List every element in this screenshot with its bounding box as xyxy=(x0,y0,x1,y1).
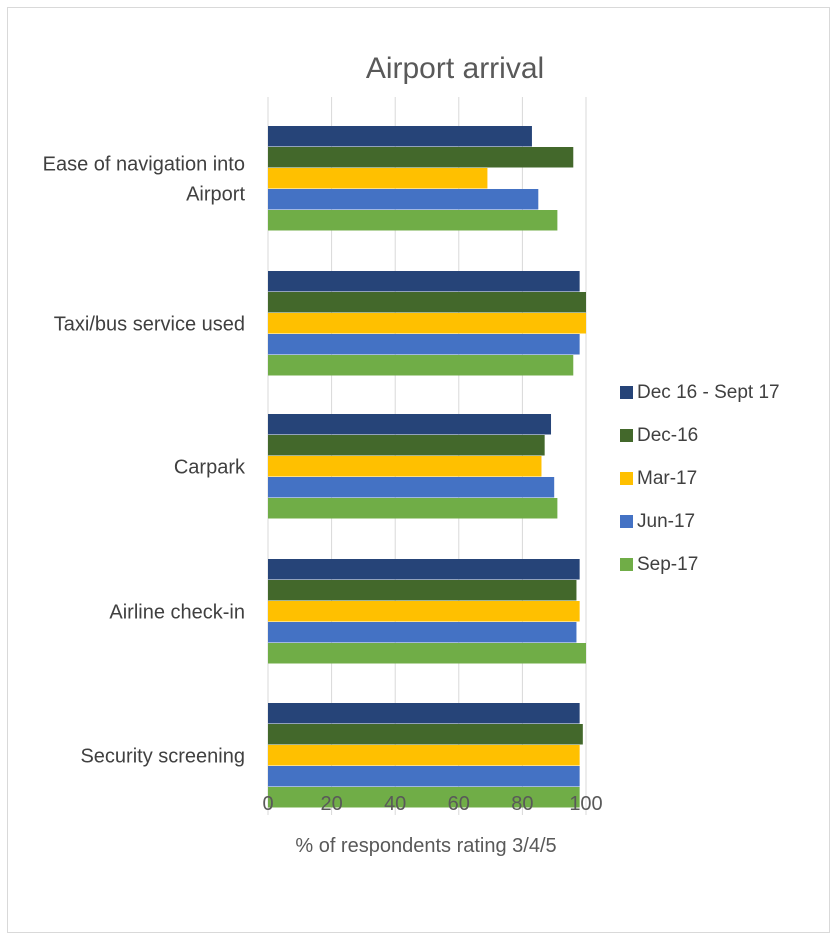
bar-5-5 xyxy=(268,787,580,808)
category-label: Airline check-in xyxy=(109,602,245,624)
bar-5-4 xyxy=(268,766,580,787)
bar-3-4 xyxy=(268,477,555,498)
category-label: Airport xyxy=(186,184,245,206)
bar-4-4 xyxy=(268,622,577,643)
bar-1-4 xyxy=(268,189,539,210)
category-label: Ease of navigation into xyxy=(43,154,245,176)
category-label: Carpark xyxy=(174,457,246,479)
bar-1-1 xyxy=(268,126,532,147)
legend-label-4: Jun-17 xyxy=(637,511,695,532)
category-labels: Ease of navigation into Airport Taxi/bus s… xyxy=(43,154,246,768)
category-label: Security screening xyxy=(80,746,245,768)
bar-3-5 xyxy=(268,498,558,519)
bars xyxy=(268,126,586,808)
x-tick-label: 100 xyxy=(569,793,602,815)
bar-4-1 xyxy=(268,559,580,580)
bar-3-2 xyxy=(268,435,545,456)
legend-swatch-4 xyxy=(620,515,633,528)
bar-1-5 xyxy=(268,210,558,231)
chart-title: Airport arrival xyxy=(366,52,544,85)
legend-swatch-5 xyxy=(620,558,633,571)
bar-4-5 xyxy=(268,643,586,664)
bar-5-2 xyxy=(268,724,583,745)
bar-4-2 xyxy=(268,580,577,601)
bar-5-1 xyxy=(268,703,580,724)
bar-5-3 xyxy=(268,745,580,766)
bar-4-3 xyxy=(268,601,580,622)
bar-3-3 xyxy=(268,456,542,477)
x-axis-ticks: 0 20 40 60 80 100 xyxy=(262,793,602,815)
bar-2-2 xyxy=(268,292,586,313)
bar-3-1 xyxy=(268,414,552,435)
legend: Dec 16 - Sept 17 Dec-16 Mar-17 Jun-17 Sep-17 xyxy=(620,382,780,575)
x-tick-label: 20 xyxy=(320,793,342,815)
bar-2-4 xyxy=(268,334,580,355)
x-tick-label: 60 xyxy=(448,793,470,815)
legend-label-3: Mar-17 xyxy=(637,468,697,489)
x-tick-label: 0 xyxy=(262,793,273,815)
legend-swatch-3 xyxy=(620,472,633,485)
legend-label-2: Dec-16 xyxy=(637,425,698,446)
legend-swatch-2 xyxy=(620,429,633,442)
legend-label-5: Sep-17 xyxy=(637,554,698,575)
bar-1-3 xyxy=(268,168,488,189)
bar-2-1 xyxy=(268,271,580,292)
bar-2-3 xyxy=(268,313,586,334)
x-tick-label: 80 xyxy=(511,793,533,815)
legend-swatch-1 xyxy=(620,386,633,399)
legend-label-1: Dec 16 - Sept 17 xyxy=(637,382,780,403)
x-axis-title: % of respondents rating 3/4/5 xyxy=(295,835,556,857)
x-tick-label: 40 xyxy=(384,793,406,815)
bar-2-5 xyxy=(268,355,574,376)
category-label: Taxi/bus service used xyxy=(54,314,245,336)
bar-1-2 xyxy=(268,147,574,168)
